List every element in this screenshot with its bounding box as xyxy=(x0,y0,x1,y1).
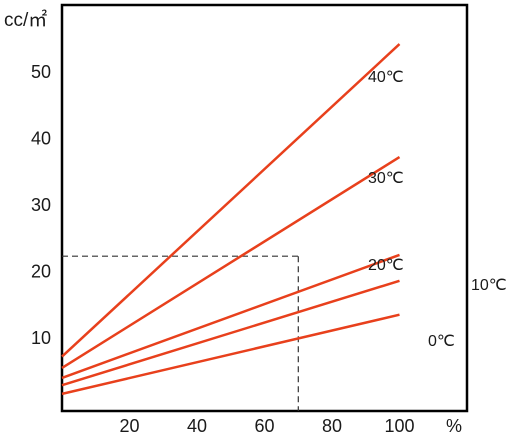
series-label-30c: 30℃ xyxy=(368,170,404,187)
x-axis-ticks: 20 40 60 80 100 xyxy=(119,416,414,436)
series-line-10c xyxy=(61,279,400,387)
series-line-20c xyxy=(61,253,400,380)
plot-frame xyxy=(60,3,469,413)
series-layer xyxy=(61,43,401,396)
y-tick-label-50: 50 xyxy=(31,62,51,82)
series-labels: 40℃ 30℃ 20℃ 10℃ 0℃ xyxy=(368,69,507,350)
x-tick-label-80: 80 xyxy=(322,416,342,436)
series-line-0c xyxy=(61,313,400,396)
y-tick-label-30: 30 xyxy=(31,195,51,215)
x-tick-label-100: 100 xyxy=(384,416,414,436)
y-tick-label-20: 20 xyxy=(31,262,51,282)
y-axis-unit: cc/㎡ xyxy=(4,8,47,31)
x-axis-unit: % xyxy=(446,416,462,436)
series-label-40c: 40℃ xyxy=(368,69,404,86)
x-tick-label-20: 20 xyxy=(119,416,139,436)
y-tick-label-10: 10 xyxy=(31,328,51,348)
series-line-40c xyxy=(61,43,401,358)
x-tick-label-40: 40 xyxy=(187,416,207,436)
series-line-30c xyxy=(61,156,401,369)
y-axis-ticks: 10 20 30 40 50 xyxy=(31,62,51,348)
series-label-20c: 20℃ xyxy=(368,257,404,274)
guide-layer xyxy=(62,255,299,411)
x-tick-label-60: 60 xyxy=(254,416,274,436)
series-label-0c: 0℃ xyxy=(428,333,455,350)
series-label-10c: 10℃ xyxy=(471,277,507,294)
y-tick-label-40: 40 xyxy=(31,129,51,149)
